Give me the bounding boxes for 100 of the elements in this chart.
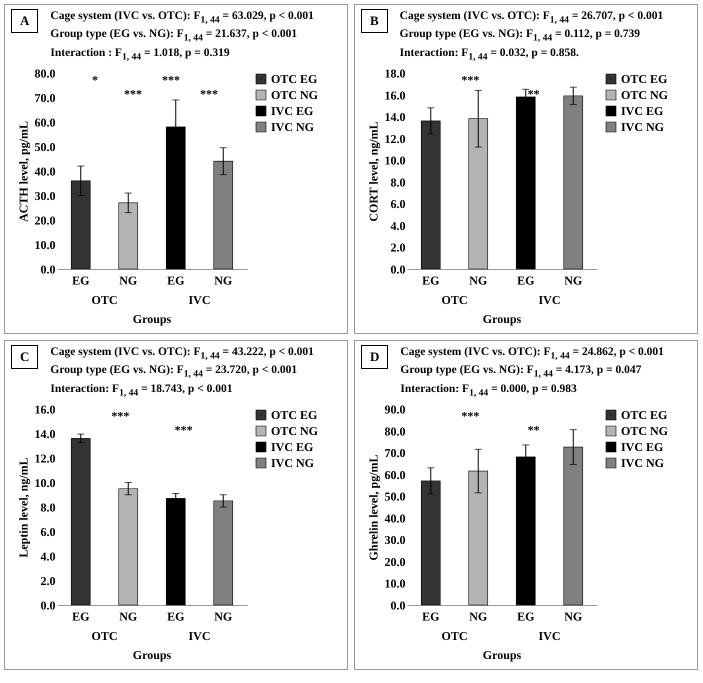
y-tick-label: 90.0 bbox=[384, 402, 406, 416]
y-tick-label: 30.0 bbox=[34, 189, 56, 203]
x-tick-label: EG bbox=[167, 274, 184, 288]
text: Cage system (IVC vs. OTC): F$_{1, 44}$ = 63.029, p < 0.001 Group type (EG vs. NG): F$_{1, 44}$ = 21.637, p < 0.001 Interaction : F$_{1, 44}$ = 1.018, p = 0.319 bbox=[50, 10, 314, 62]
y-tick-label: 12.0 bbox=[34, 452, 56, 466]
chart-title: D bbox=[361, 345, 388, 369]
annotation: ** bbox=[528, 87, 540, 101]
x-tick-label: NG bbox=[214, 610, 232, 624]
y-tick-label: 14.0 bbox=[384, 110, 406, 124]
y-tick-label: 50.0 bbox=[34, 140, 56, 154]
x-tick-label: EG bbox=[72, 274, 90, 288]
legend-label: IVC NG bbox=[621, 456, 664, 470]
legend-label: IVC EG bbox=[621, 440, 664, 454]
legend-label: OTC NG bbox=[271, 88, 318, 102]
text: IVC bbox=[187, 293, 212, 308]
y-tick-label: 20.0 bbox=[34, 214, 56, 228]
x-axis-title: Groups bbox=[132, 648, 172, 663]
text: IVC bbox=[537, 629, 562, 644]
annotation: *** bbox=[124, 87, 142, 101]
text: IVC bbox=[537, 293, 562, 308]
y-tick-label: 18.0 bbox=[384, 66, 406, 80]
text: IVC bbox=[187, 629, 212, 644]
y-tick-label: 20.0 bbox=[384, 554, 406, 569]
x-tick-label: EG bbox=[517, 610, 534, 624]
y-tick-label: 16.0 bbox=[384, 88, 406, 102]
legend-label: IVC EG bbox=[621, 104, 664, 118]
x-tick-label: EG bbox=[422, 274, 440, 288]
text: OTC bbox=[90, 293, 118, 308]
text: Cage system (IVC vs. OTC): F$_{1, 44}$ = 43.222, p < 0.001 Group type (EG vs. NG): F$_{1, 44}$ = 23.720, p < 0.001 Interaction: F$_{1, 44}$ = 18.743, p < 0.001 bbox=[50, 346, 314, 398]
x-tick-label: NG bbox=[564, 274, 582, 288]
x-axis-title: Groups bbox=[482, 312, 522, 327]
y-tick-label: 10.0 bbox=[34, 238, 56, 252]
x-tick-label: EG bbox=[517, 274, 534, 288]
y-tick-label: 14.0 bbox=[34, 427, 56, 441]
y-tick-label: 40.0 bbox=[384, 511, 406, 526]
annotation: *** bbox=[461, 73, 480, 87]
y-tick-label: 40.0 bbox=[34, 164, 56, 178]
annotation: *** bbox=[200, 87, 218, 101]
legend-label: IVC EG bbox=[271, 104, 314, 118]
text: OTC bbox=[440, 629, 468, 644]
chart-title: C bbox=[11, 345, 38, 369]
chart-title: A bbox=[11, 9, 38, 33]
legend-label: OTC NG bbox=[621, 88, 668, 102]
y-tick-label: 12.0 bbox=[384, 132, 406, 146]
y-tick-label: 60.0 bbox=[34, 116, 56, 130]
y-tick-label: 10.0 bbox=[384, 576, 406, 591]
y-tick-label: 2.0 bbox=[390, 240, 406, 255]
text: Cage system (IVC vs. OTC): F$_{1, 44}$ = 24.862, p < 0.001 Group type (EG vs. NG): F$_{1, 44}$ = 4.173, p = 0.047 Interaction: F$_{1, 44}$ = 0.000, p = 0.983 bbox=[400, 346, 664, 398]
y-tick-label: 6.0 bbox=[40, 525, 56, 539]
annotation: * bbox=[92, 73, 98, 87]
y-tick-label: 70.0 bbox=[34, 91, 56, 105]
y-tick-label: 80.0 bbox=[384, 424, 406, 438]
x-tick-label: NG bbox=[564, 610, 582, 624]
legend-label: IVC NG bbox=[271, 456, 314, 470]
x-tick-label: NG bbox=[119, 610, 138, 624]
text: OTC bbox=[440, 293, 468, 308]
x-tick-label: NG bbox=[469, 610, 488, 624]
y-axis-title: Leptin level, ng/mL bbox=[16, 457, 30, 558]
annotation: *** bbox=[174, 423, 193, 437]
y-tick-label: 80.0 bbox=[34, 66, 56, 80]
x-tick-label: NG bbox=[214, 274, 232, 288]
y-tick-label: 10.0 bbox=[34, 476, 56, 490]
y-tick-label: 16.0 bbox=[34, 402, 56, 416]
legend-label: OTC NG bbox=[271, 424, 318, 438]
y-tick-label: 6.0 bbox=[390, 197, 406, 212]
x-tick-label: NG bbox=[119, 274, 138, 288]
y-tick-label: 0.0 bbox=[40, 262, 56, 276]
annotation: *** bbox=[162, 73, 180, 87]
x-axis-title: Groups bbox=[482, 648, 522, 663]
x-axis-title: Groups bbox=[132, 312, 172, 327]
y-tick-label: 0.0 bbox=[40, 598, 56, 612]
y-tick-label: 30.0 bbox=[384, 533, 406, 548]
legend-label: IVC NG bbox=[621, 120, 664, 134]
text: Cage system (IVC vs. OTC): F$_{1, 44}$ = 26.707, p < 0.001 Group type (EG vs. NG): F$_{1, 44}$ = 0.112, p = 0.739 Interaction: F$_{1, 44}$ = 0.032, p = 0.858. bbox=[400, 10, 664, 62]
legend-label: IVC EG bbox=[271, 440, 314, 454]
y-tick-label: 2.0 bbox=[40, 574, 56, 588]
y-axis-title: ACTH level, pg/mL bbox=[16, 121, 30, 222]
y-tick-label: 10.0 bbox=[384, 154, 406, 168]
y-tick-label: 70.0 bbox=[384, 446, 406, 460]
legend-label: OTC EG bbox=[621, 72, 668, 86]
y-tick-label: 4.0 bbox=[390, 218, 406, 233]
y-axis-title: Ghrelin level, pg/mL bbox=[366, 454, 380, 561]
annotation: *** bbox=[111, 409, 130, 423]
y-tick-label: 8.0 bbox=[390, 175, 406, 190]
y-tick-label: 4.0 bbox=[40, 550, 56, 564]
x-tick-label: EG bbox=[422, 610, 440, 624]
text: OTC bbox=[90, 629, 118, 644]
legend-label: OTC NG bbox=[621, 424, 668, 438]
x-tick-label: NG bbox=[469, 274, 488, 288]
annotation: *** bbox=[461, 409, 480, 423]
y-tick-label: 50.0 bbox=[384, 490, 406, 504]
legend-label: OTC EG bbox=[621, 408, 668, 422]
y-tick-label: 60.0 bbox=[384, 468, 406, 482]
legend-label: OTC EG bbox=[271, 408, 318, 422]
y-tick-label: 8.0 bbox=[40, 500, 56, 514]
x-tick-label: EG bbox=[72, 610, 90, 624]
y-axis-title: CORT level, ng/mL bbox=[366, 121, 380, 222]
legend-label: OTC EG bbox=[271, 72, 318, 86]
chart-title: B bbox=[361, 9, 388, 33]
annotation: ** bbox=[528, 423, 540, 437]
